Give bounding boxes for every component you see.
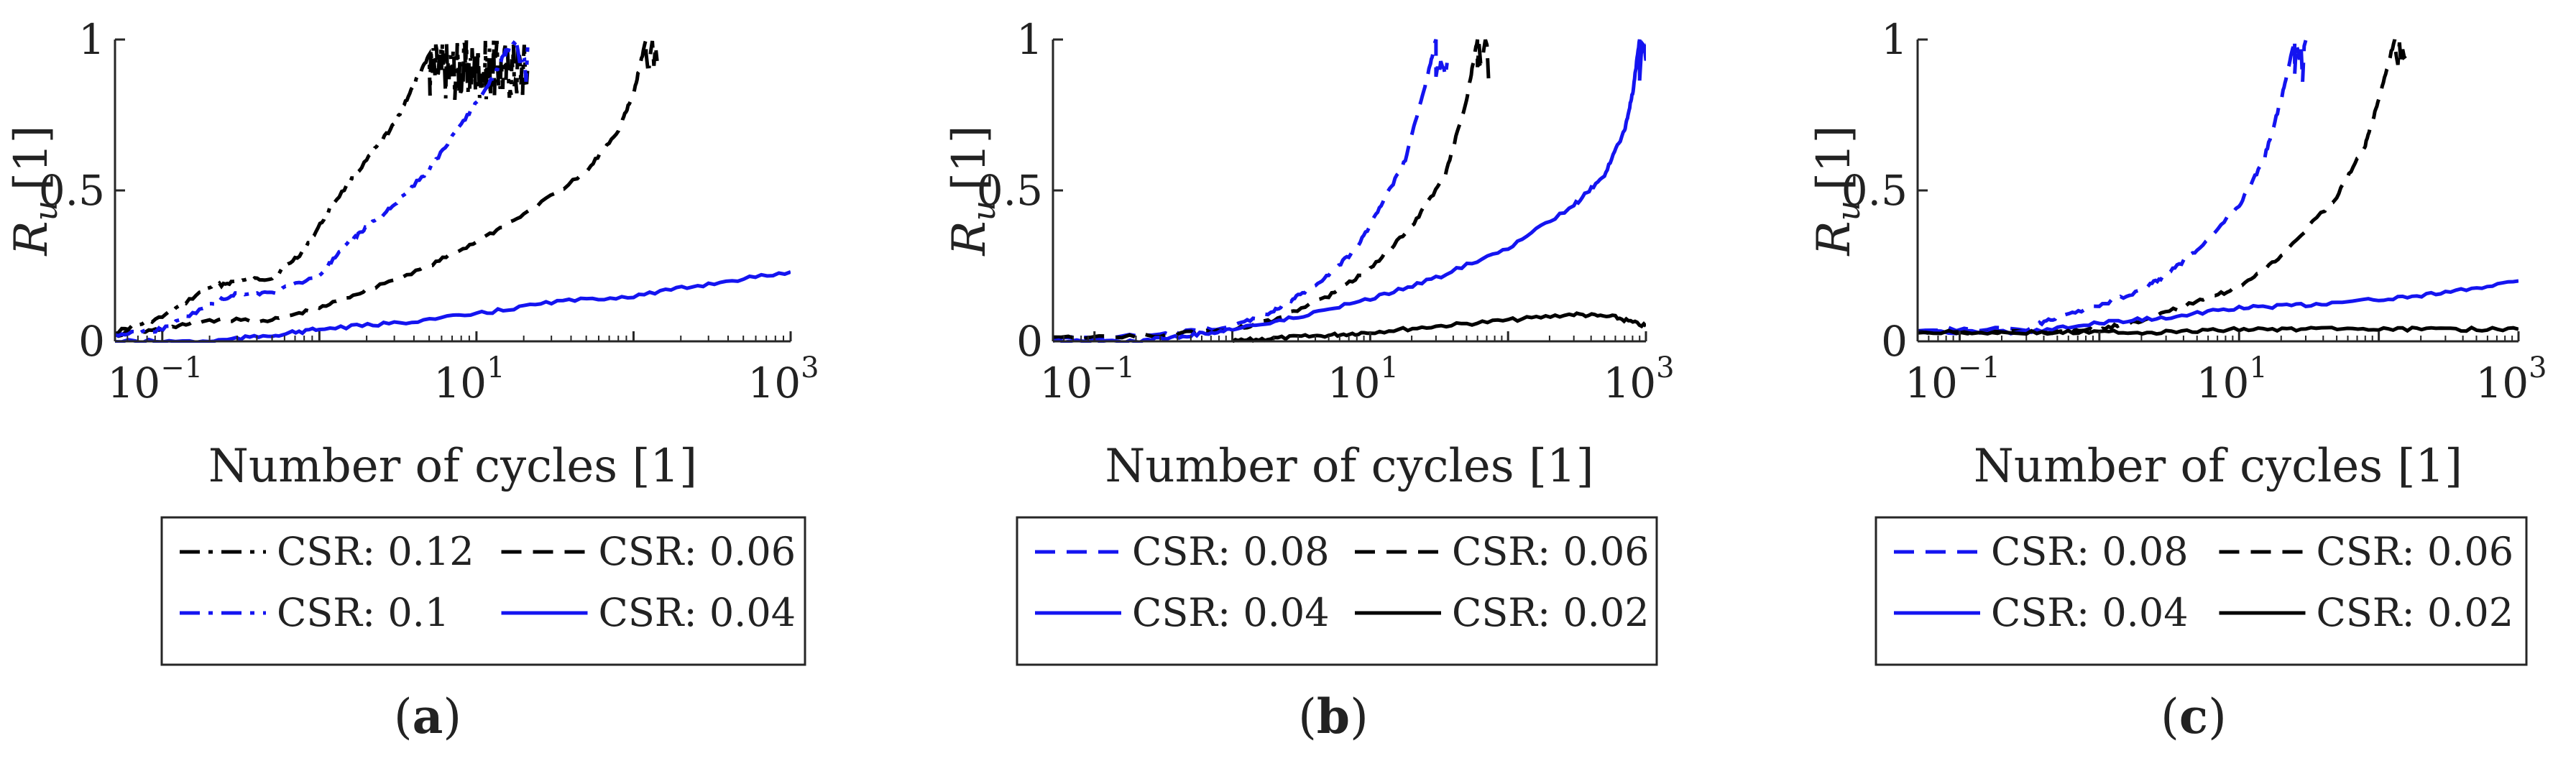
y-tick-label: 0.5 [1841,166,1908,215]
legend-entry-label: CSR: 0.06 [599,529,796,574]
y-tick-label: 0 [1881,317,1908,366]
panel-caption-c: (c) [2161,688,2227,744]
y-axis-label: Ru[1] [1808,125,1867,256]
y-tick-label: 0.5 [39,166,105,215]
series-line-c-0.08 [1918,39,2308,333]
series-line-b-0.02 [1231,311,1646,343]
y-tick-label: 0.5 [977,166,1043,215]
panel-caption-b: (b) [1298,688,1368,744]
x-tick-label: 10−1 [1905,351,2000,407]
legend-a: CSR: 0.12 CSR: 0.06 CSR: 0.1 CSR: 0.04 [160,516,806,666]
legend-b: CSR: 0.08 CSR: 0.06 CSR: 0.04 CSR: 0.02 [1016,516,1658,666]
x-axis-label: Number of cycles [1] [1974,440,2462,493]
legend-entry-label: CSR: 0.02 [2317,590,2514,635]
legend-entry-label: CSR: 0.08 [1991,529,2189,574]
series-line-a-0.1 [115,39,530,338]
series-line-a-0.04 [115,270,791,343]
series-line-c-0.04 [1918,279,2518,336]
legend-box [1016,516,1658,666]
legend-entry-label: CSR: 0.04 [1132,590,1330,635]
x-tick-label: 101 [1328,351,1399,407]
x-tick-label: 103 [1603,351,1674,407]
y-axis-label: Ru[1] [5,125,65,256]
legend-entry-label: CSR: 0.08 [1132,529,1330,574]
x-tick-label: 101 [433,351,505,407]
y-tick-label: 1 [1016,15,1043,64]
y-axis-label: Ru[1] [943,125,1003,256]
x-tick-label: 103 [2475,351,2547,407]
y-tick-label: 0 [1016,317,1043,366]
legend-entry-label: CSR: 0.1 [277,590,449,635]
legend-box [160,516,806,666]
x-axis-label: Number of cycles [1] [1105,440,1593,493]
series-line-b-0.04 [1053,39,1646,343]
legend-entry-label: CSR: 0.04 [1991,590,2189,635]
y-tick-label: 1 [78,15,105,64]
chart-panel-a: 0 0.5 1 10−1 101 103 Number of cycles [1] Ru[1]… [5,15,819,744]
legend-entry-label: CSR: 0.02 [1452,590,1650,635]
series-line-b-0.06 [1053,39,1491,341]
x-axis-label: Number of cycles [1] [208,440,697,493]
legend-entry-label: CSR: 0.06 [1452,529,1650,574]
legend-box [1874,516,2528,666]
y-tick-label: 1 [1881,15,1908,64]
panel-caption-a: (a) [394,688,461,744]
x-tick-label: 10−1 [1039,351,1135,407]
legend-c: CSR: 0.08 CSR: 0.06 CSR: 0.04 CSR: 0.02 [1874,516,2528,666]
legend-entry-label: CSR: 0.06 [2317,529,2514,574]
y-tick-label: 0 [78,317,105,366]
series-line-c-0.06 [1918,39,2407,336]
series-line-a-0.06 [115,39,659,338]
series-line-a-0.12 [115,40,530,336]
x-tick-label: 101 [2196,351,2268,407]
x-tick-label: 10−1 [107,351,203,407]
x-tick-label: 103 [748,351,819,407]
legend-entry-label: CSR: 0.04 [599,590,796,635]
series-line-c-0.02 [1918,325,2518,336]
legend-entry-label: CSR: 0.12 [277,529,474,574]
